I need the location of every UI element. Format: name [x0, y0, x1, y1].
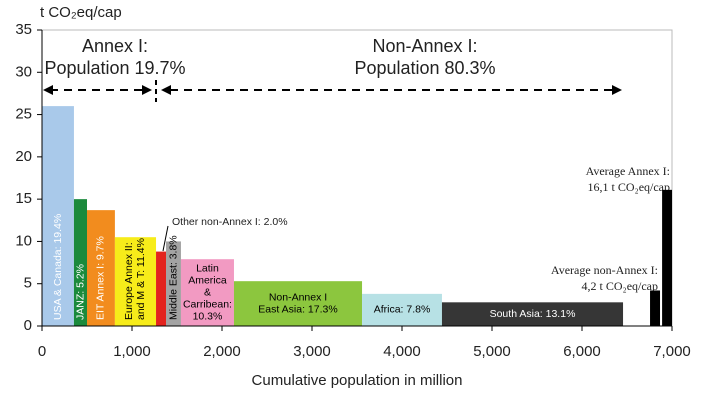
bar — [73, 199, 87, 326]
bar-label: USA & Canada: 19.4% — [52, 214, 64, 320]
annotation: Annex I: — [82, 36, 148, 56]
bar-label: & — [204, 286, 211, 298]
bar-label: America — [188, 274, 227, 286]
population-arrows — [43, 80, 622, 102]
bar-label: Carribean: — [183, 298, 232, 310]
bar-label: East Asia: 17.3% — [258, 303, 337, 315]
leader-line — [162, 225, 169, 252]
annotation: Average Annex I: — [586, 164, 670, 178]
x-tick-label: 7,000 — [653, 343, 691, 360]
annotation: Other non-Annex I: 2.0% — [172, 216, 288, 228]
bar — [166, 241, 181, 326]
bar — [362, 293, 442, 326]
x-tick-label: 5,000 — [473, 343, 511, 360]
y-tick-label: 0 — [24, 317, 32, 334]
bar-label: JANZ: 5.2% — [74, 264, 86, 320]
arrow-head — [43, 85, 53, 95]
annotation: 16,1 t CO₂eq/cap — [588, 180, 671, 194]
bar — [156, 251, 167, 326]
y-tick-label: 5 — [24, 275, 32, 292]
annotation: Population 19.7% — [44, 58, 185, 78]
x-tick-label: 4,000 — [383, 343, 421, 360]
bar — [650, 290, 661, 326]
bar-label: Africa: 7.8% — [374, 304, 431, 316]
x-tick-label: 1,000 — [113, 343, 151, 360]
bar-label: Middle East: 3.8% — [167, 235, 179, 320]
y-axis-label: t CO₂eq/cap — [40, 4, 122, 21]
bar — [233, 281, 363, 326]
bar — [180, 259, 234, 326]
x-tick-label: 2,000 — [203, 343, 241, 360]
arrow-head — [161, 85, 171, 95]
bar-label: Europe Annex II: — [123, 242, 135, 320]
bar-label: South Asia: 13.1% — [490, 308, 576, 320]
y-tick-label: 20 — [15, 148, 32, 165]
bar — [87, 210, 115, 326]
bar — [42, 106, 74, 326]
x-tick-label: 3,000 — [293, 343, 331, 360]
arrow-head — [142, 85, 152, 95]
bar-label: Latin — [196, 262, 219, 274]
bar-label: EIT Annex I: 9.7% — [95, 236, 107, 320]
bar — [441, 302, 624, 326]
annotation: Population 80.3% — [354, 58, 495, 78]
annotation: Average non-Annex I: — [551, 263, 658, 277]
bar — [114, 237, 157, 326]
bar — [662, 189, 672, 326]
x-tick-label: 0 — [38, 343, 46, 360]
y-tick-label: 15 — [15, 190, 32, 207]
y-tick-label: 30 — [15, 63, 32, 80]
y-tick-label: 10 — [15, 232, 32, 249]
arrow-head — [612, 85, 622, 95]
annotation: Non-Annex I: — [372, 36, 477, 56]
bar-label: and M & T: 11.4% — [135, 238, 147, 320]
annotation: 4,2 t CO₂eq/cap — [582, 279, 659, 293]
y-tick-label: 35 — [15, 21, 32, 38]
bar-label: 10.3% — [193, 310, 223, 322]
x-tick-label: 6,000 — [563, 343, 601, 360]
y-tick-label: 25 — [15, 106, 32, 123]
bar-label: Non-Annex I — [269, 291, 327, 303]
x-axis-label: Cumulative population in million — [252, 372, 463, 389]
